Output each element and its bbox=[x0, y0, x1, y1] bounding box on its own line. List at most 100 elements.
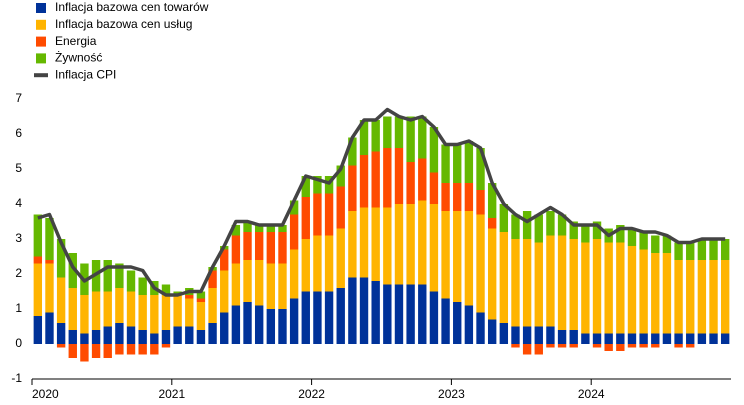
bar-segment bbox=[45, 312, 54, 344]
bar-segment bbox=[476, 190, 485, 215]
bar-segment bbox=[476, 312, 485, 344]
bar-segment bbox=[33, 214, 43, 257]
bar-segment bbox=[662, 333, 672, 344]
bar-segment bbox=[138, 277, 147, 295]
bar-segment bbox=[231, 225, 241, 236]
bar-segment bbox=[441, 298, 450, 344]
bar-segment bbox=[313, 291, 322, 344]
bar-segment bbox=[45, 218, 54, 260]
bar-segment bbox=[336, 288, 345, 344]
bar-segment bbox=[592, 239, 602, 334]
bar-segment bbox=[709, 333, 718, 344]
bar-segment bbox=[254, 225, 264, 232]
bar-segment bbox=[511, 326, 520, 344]
legend-swatch bbox=[36, 36, 46, 47]
bar-segment bbox=[266, 225, 276, 232]
bar-segment bbox=[220, 312, 229, 344]
bar-segment bbox=[33, 316, 43, 344]
bar-segment bbox=[266, 309, 276, 344]
bar-segment bbox=[557, 344, 567, 348]
bar-segment bbox=[115, 323, 124, 344]
bar-segment bbox=[336, 186, 345, 229]
bar-segment bbox=[80, 344, 89, 362]
x-tick-label: 2024 bbox=[578, 387, 605, 401]
bar-segment bbox=[476, 148, 485, 190]
bar-segment bbox=[231, 235, 241, 264]
bar-segment bbox=[301, 239, 310, 292]
bar-segment bbox=[627, 333, 637, 344]
bar-segment bbox=[56, 344, 66, 348]
y-tick-label: 5 bbox=[15, 161, 22, 175]
legend-swatch bbox=[36, 19, 46, 30]
bar-segment bbox=[80, 333, 89, 344]
bar-segment bbox=[348, 137, 357, 166]
bar-segment bbox=[546, 211, 555, 236]
legend-swatch bbox=[36, 53, 46, 64]
bar-segment bbox=[254, 232, 264, 260]
bar-segment bbox=[720, 333, 730, 344]
bar-segment bbox=[126, 291, 136, 327]
bar-segment bbox=[709, 260, 718, 334]
bar-segment bbox=[627, 246, 637, 334]
bar-segment bbox=[150, 344, 159, 355]
bar-segment bbox=[359, 155, 369, 208]
bar-segment bbox=[383, 116, 392, 148]
bar-segment bbox=[301, 291, 310, 344]
bar-segment bbox=[185, 295, 194, 299]
bar-segment bbox=[441, 211, 450, 299]
bar-segment bbox=[126, 344, 136, 355]
bar-segment bbox=[185, 326, 194, 344]
bar-segment bbox=[115, 263, 124, 288]
bar-segment bbox=[301, 197, 310, 239]
bar-segment bbox=[220, 249, 229, 271]
bar-segment bbox=[686, 333, 695, 344]
bar-segment bbox=[709, 239, 718, 260]
bar-segment bbox=[569, 221, 578, 239]
bar-segment bbox=[254, 305, 264, 344]
bar-segment bbox=[196, 298, 206, 302]
bar-segment bbox=[371, 281, 380, 344]
bar-segment bbox=[429, 172, 439, 204]
y-tick-label: 7 bbox=[15, 91, 22, 105]
bar-segment bbox=[208, 323, 217, 344]
bar-segment bbox=[231, 305, 241, 344]
bar-segment bbox=[394, 284, 404, 344]
bar-segment bbox=[196, 302, 206, 330]
bar-segment bbox=[196, 291, 206, 299]
bar-segment bbox=[651, 253, 660, 334]
bar-segment bbox=[138, 344, 147, 355]
bar-segment bbox=[604, 242, 613, 334]
bar-segment bbox=[604, 333, 613, 344]
bar-segment bbox=[429, 204, 439, 292]
bar-segment bbox=[686, 260, 695, 334]
bar-segment bbox=[720, 260, 730, 334]
bar-segment bbox=[243, 260, 252, 302]
bar-segment bbox=[68, 253, 77, 288]
bar-segment bbox=[56, 239, 66, 278]
bar-segment bbox=[33, 263, 43, 316]
bar-segment bbox=[359, 277, 369, 344]
bar-segment bbox=[522, 211, 532, 239]
y-tick-label: 1 bbox=[15, 301, 22, 315]
bar-segment bbox=[150, 333, 159, 344]
bar-segment bbox=[464, 305, 474, 344]
bar-segment bbox=[639, 249, 648, 334]
bar-segment bbox=[616, 225, 625, 243]
bar-segment bbox=[68, 330, 77, 344]
bar-segment bbox=[126, 326, 136, 344]
bar-segment bbox=[534, 344, 543, 355]
bar-segment bbox=[697, 260, 707, 334]
legend-swatch bbox=[36, 3, 46, 13]
bar-segment bbox=[627, 228, 637, 246]
bar-segment bbox=[278, 309, 287, 344]
bar-segment bbox=[115, 344, 124, 355]
legend-label: Inflacja bazowa cen usług bbox=[55, 17, 192, 31]
bar-segment bbox=[534, 326, 543, 344]
bar-segment bbox=[173, 295, 182, 327]
bar-segment bbox=[662, 235, 672, 253]
bar-segment bbox=[126, 270, 136, 292]
bar-segment bbox=[616, 242, 625, 334]
bar-segment bbox=[429, 127, 439, 173]
bar-segment bbox=[453, 183, 462, 211]
bar-segment bbox=[651, 333, 660, 344]
